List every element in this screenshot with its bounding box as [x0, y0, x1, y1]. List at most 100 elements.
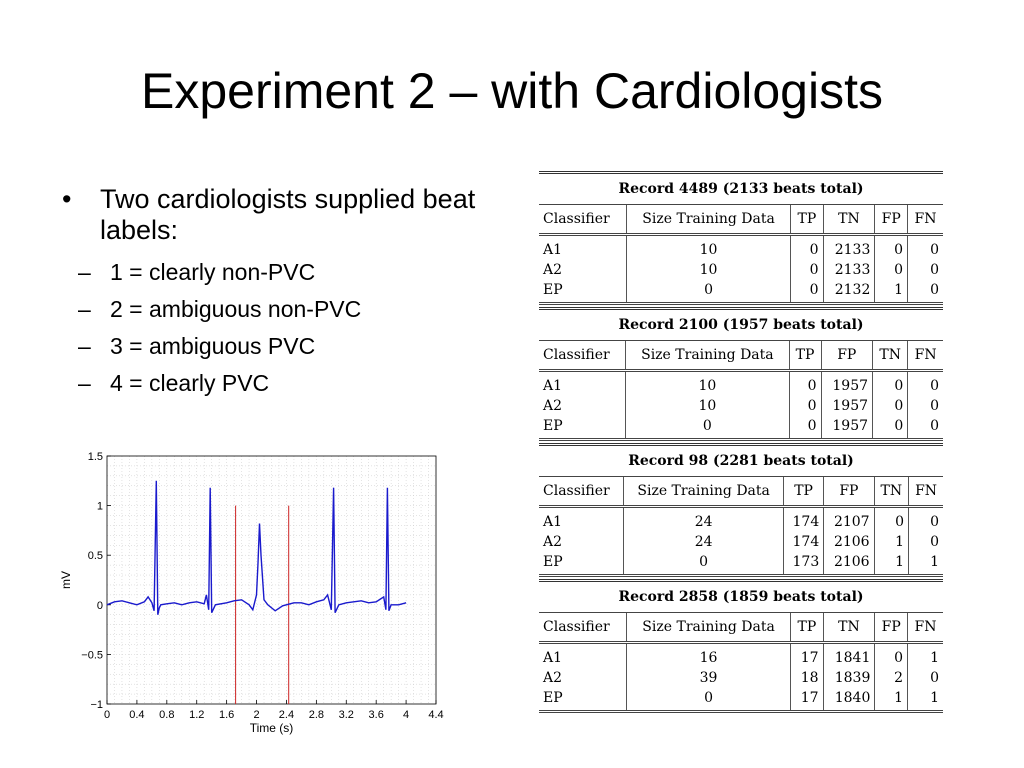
y-tick-label: −0.5 — [81, 649, 103, 661]
table-cell: 1957 — [820, 370, 873, 396]
table-cell: 10 — [625, 396, 789, 416]
sub-bullet-text: 3 = ambiguous PVC — [110, 333, 316, 359]
table-cell: 0 — [625, 688, 791, 713]
table-cell: 1839 — [822, 668, 875, 688]
table-cell: 1 — [908, 552, 943, 577]
table-cell: 10 — [625, 260, 791, 280]
table-cell: A2 — [543, 398, 563, 414]
plot-frame — [106, 455, 437, 705]
table-cell: 2133 — [822, 234, 875, 260]
table-cell: EP — [539, 280, 627, 305]
record-table-0: Record 4489 (2133 beats total) Classifier… — [539, 171, 943, 305]
table-cell: EP — [539, 688, 627, 713]
table-cell: 17 — [790, 688, 824, 713]
table-cell: 0 — [908, 506, 943, 532]
table-row: A1 10 0 2133 0 0 — [539, 234, 943, 260]
table-cell: EP — [539, 416, 626, 441]
table-row: A1 16 17 1841 0 1 — [539, 642, 943, 668]
table-cell: A1 — [543, 378, 563, 394]
table-cell: 1 — [907, 688, 943, 713]
table-cell: 0 — [790, 234, 824, 260]
sub-bullet: –3 = ambiguous PVC — [62, 328, 502, 365]
dash-icon: – — [78, 296, 91, 322]
column-header: TP — [790, 612, 824, 644]
record-table-2: Record 98 (2281 beats total) Classifier Si… — [539, 443, 943, 577]
table-cell: 2 — [874, 668, 908, 688]
table-cell: 174 — [782, 532, 824, 552]
y-tick-label: 1.5 — [88, 451, 103, 463]
table-cell: A1 — [543, 242, 563, 258]
column-header: Classifier — [539, 340, 626, 372]
table-cell: 1957 — [820, 396, 873, 416]
table-cell: 0 — [874, 234, 908, 260]
record-title: Record 2858 (1859 beats total) — [539, 579, 943, 612]
dash-icon: – — [78, 333, 91, 359]
x-tick-label: 1.2 — [189, 709, 204, 721]
table-cell: 1957 — [820, 416, 873, 441]
table-row: A1 24 174 2107 0 0 — [539, 506, 943, 532]
sub-bullet: –2 = ambiguous non-PVC — [62, 291, 502, 328]
sub-bullet-text: 2 = ambiguous non-PVC — [110, 296, 362, 322]
table-cell: EP — [539, 552, 624, 577]
x-tick-label: 4.4 — [428, 709, 443, 721]
column-header: Classifier — [539, 476, 624, 508]
column-header: FN — [907, 204, 943, 236]
table-row: EP 0 173 2106 1 1 — [539, 552, 943, 577]
table-cell: A1 — [543, 650, 563, 666]
record-table-1: Record 2100 (1957 beats total) Classifier… — [539, 307, 943, 441]
table-cell: 1 — [907, 642, 943, 668]
table-cell: 0 — [907, 396, 943, 416]
column-header: TN — [822, 612, 875, 644]
table-cell: 1 — [873, 532, 909, 552]
table-row: A2 24 174 2106 1 0 — [539, 532, 943, 552]
table-cell: 16 — [625, 642, 791, 668]
table-cell: 174 — [782, 506, 824, 532]
table-cell: 0 — [874, 642, 908, 668]
x-axis-label: Time (s) — [250, 721, 294, 735]
column-header: TP — [790, 204, 824, 236]
column-header: FP — [874, 204, 908, 236]
record-grid: Classifier Size Training Data TP FP TN FN A1 24… — [539, 476, 943, 577]
dash-icon: – — [78, 370, 91, 396]
table-cell: A1 — [543, 514, 563, 530]
x-tick-label: 0.8 — [159, 709, 174, 721]
table-cell: 0 — [788, 370, 822, 396]
table-cell: 2106 — [823, 532, 875, 552]
table-cell: A2 — [543, 670, 563, 686]
y-tick-label: 1 — [97, 501, 103, 513]
column-header: Classifier — [539, 204, 627, 236]
table-cell: 0 — [907, 370, 943, 396]
table-cell: 0 — [872, 370, 908, 396]
table-cell: 10 — [625, 234, 791, 260]
y-axis-label: mV — [59, 571, 73, 589]
results-tables: Record 4489 (2133 beats total) Classifier… — [539, 171, 943, 715]
x-tick-label: 4 — [403, 709, 409, 721]
column-header: TP — [788, 340, 822, 372]
x-tick-label: 0.4 — [129, 709, 144, 721]
table-row: A2 10 0 2133 0 0 — [539, 260, 943, 280]
table-cell: 1 — [874, 688, 908, 713]
table-cell: 1 — [874, 280, 908, 305]
sub-bullet: –1 = clearly non-PVC — [62, 254, 502, 291]
x-tick-label: 3.2 — [339, 709, 354, 721]
table-row: A1 10 0 1957 0 0 — [539, 370, 943, 396]
column-header: Size Training Data — [625, 204, 791, 236]
table-cell: 10 — [625, 370, 789, 396]
table-cell: 0 — [872, 416, 908, 441]
column-header: Classifier — [539, 612, 627, 644]
record-title: Record 4489 (2133 beats total) — [539, 171, 943, 204]
table-cell: 18 — [790, 668, 824, 688]
column-header: FP — [820, 340, 873, 372]
table-cell: 0 — [790, 260, 824, 280]
ecg-chart: 1.510.50−0.5−10 0.4 0.8 1.2 1.6 2 2.4 2.8 3.2 3.6… — [59, 451, 444, 735]
sub-bullet-list: –1 = clearly non-PVC –2 = ambiguous non-… — [62, 254, 502, 402]
table-cell: 0 — [907, 234, 943, 260]
table-cell: 1 — [873, 552, 909, 577]
y-tick-label: −1 — [90, 699, 103, 711]
table-cell: 0 — [790, 280, 824, 305]
column-header: TN — [822, 204, 875, 236]
table-cell: 0 — [625, 416, 789, 441]
record-title: Record 2100 (1957 beats total) — [539, 307, 943, 340]
y-tick-label: 0.5 — [88, 550, 103, 562]
table-row: EP 0 0 1957 0 0 — [539, 416, 943, 441]
